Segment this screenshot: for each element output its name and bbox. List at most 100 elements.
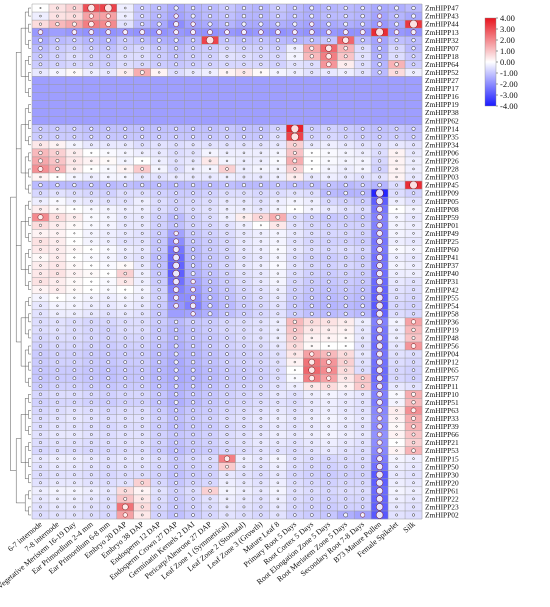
value-marker (56, 272, 59, 275)
value-marker (123, 465, 127, 469)
row-label: ZmHIPP55 (425, 293, 459, 302)
value-marker (123, 134, 128, 139)
value-marker (89, 465, 93, 469)
heatmap-cell (235, 116, 253, 125)
value-marker (56, 240, 59, 243)
value-marker (361, 425, 365, 428)
heatmap-cell (48, 76, 67, 85)
value-marker (259, 248, 263, 251)
row-label: ZmHIPP33 (425, 414, 459, 423)
heatmap-cell (150, 116, 168, 125)
row-label: ZmHIPP61 (425, 486, 459, 495)
value-marker (174, 480, 179, 485)
value-marker (361, 328, 364, 332)
value-marker (107, 175, 110, 179)
row-label: ZmHIPP26 (425, 157, 459, 166)
value-marker (309, 29, 315, 35)
value-marker (55, 336, 59, 340)
value-marker (73, 167, 76, 171)
value-marker (276, 384, 280, 388)
value-marker (395, 240, 398, 243)
value-marker (123, 223, 127, 227)
value-marker (157, 351, 162, 357)
value-marker (259, 441, 263, 444)
heatmap-cell (99, 92, 117, 101)
value-marker (344, 151, 347, 155)
value-marker (412, 513, 416, 517)
value-marker (107, 232, 110, 235)
value-marker (89, 62, 94, 67)
value-marker (72, 328, 76, 332)
value-marker (90, 280, 93, 283)
value-marker (394, 5, 399, 11)
value-marker (90, 489, 93, 493)
value-marker (225, 134, 229, 139)
legend-color-bar (484, 17, 497, 107)
value-marker (259, 400, 263, 404)
value-marker (106, 352, 111, 356)
value-marker (411, 368, 416, 372)
value-marker (72, 6, 77, 10)
heatmap-cell (150, 100, 168, 109)
row-label: ZmHIPP66 (425, 430, 459, 439)
value-marker (309, 38, 314, 43)
value-marker (276, 54, 280, 58)
value-marker (89, 126, 94, 131)
value-marker (157, 481, 161, 485)
value-marker (376, 447, 383, 454)
value-marker (106, 304, 110, 308)
value-marker (293, 255, 297, 260)
value-marker (412, 224, 415, 227)
heatmap-cell (269, 76, 287, 85)
value-marker (122, 29, 128, 35)
value-marker (259, 62, 263, 66)
value-marker (123, 320, 127, 324)
value-marker (106, 400, 111, 405)
value-marker (157, 457, 161, 461)
value-marker (72, 126, 77, 131)
value-marker (89, 368, 94, 373)
value-marker (377, 167, 382, 171)
value-marker (56, 296, 59, 299)
value-marker (55, 38, 60, 43)
value-marker (377, 5, 382, 11)
value-marker (360, 215, 365, 220)
value-marker (293, 191, 297, 195)
value-marker (206, 36, 215, 45)
value-marker (173, 238, 179, 245)
value-marker (327, 143, 330, 147)
value-marker (293, 489, 297, 493)
value-marker (38, 328, 42, 332)
value-marker (191, 62, 195, 67)
value-marker (395, 232, 398, 235)
value-marker (376, 278, 384, 286)
value-marker (361, 441, 365, 444)
value-marker (208, 473, 212, 477)
value-marker (361, 207, 365, 211)
value-marker (73, 199, 76, 203)
value-marker (293, 55, 296, 58)
value-marker (241, 21, 247, 27)
value-marker (90, 168, 93, 170)
value-marker (140, 182, 145, 188)
value-marker (191, 432, 195, 437)
value-marker (361, 465, 365, 469)
value-marker (73, 240, 76, 243)
value-marker (140, 134, 145, 139)
value-marker (259, 376, 263, 380)
value-marker (123, 328, 127, 332)
value-marker (55, 182, 60, 188)
value-marker (56, 256, 59, 259)
value-marker (344, 328, 347, 332)
value-marker (140, 256, 144, 259)
value-marker (292, 303, 297, 308)
value-marker (56, 248, 59, 251)
value-marker (259, 320, 263, 324)
value-marker (376, 238, 383, 245)
heatmap-cell (82, 108, 101, 117)
row-label: ZmHIPP42 (425, 285, 459, 294)
value-marker (208, 432, 212, 437)
value-marker (259, 304, 263, 308)
value-marker (157, 296, 161, 300)
value-marker (326, 505, 331, 509)
